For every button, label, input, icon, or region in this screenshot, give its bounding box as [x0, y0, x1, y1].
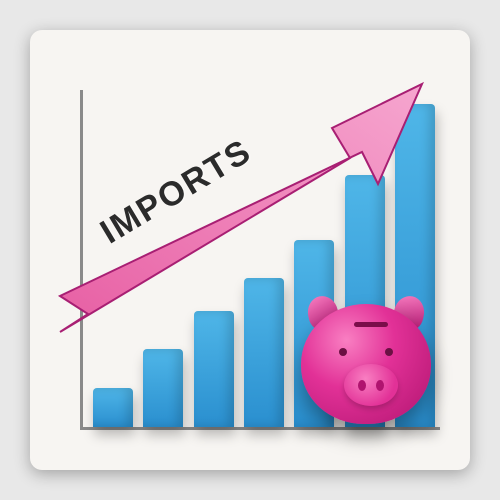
- piggy-eye-right: [385, 348, 393, 356]
- piggy-body: [301, 304, 431, 424]
- bar: [143, 349, 183, 427]
- piggy-bank-icon: [296, 292, 436, 432]
- chart-card: IMPORTS: [30, 30, 470, 470]
- piggy-eye-left: [339, 348, 347, 356]
- piggy-slot: [354, 322, 388, 327]
- piggy-nostril-left: [358, 380, 366, 391]
- piggy-snout: [344, 364, 398, 406]
- bar: [93, 388, 133, 427]
- piggy-nostril-right: [376, 380, 384, 391]
